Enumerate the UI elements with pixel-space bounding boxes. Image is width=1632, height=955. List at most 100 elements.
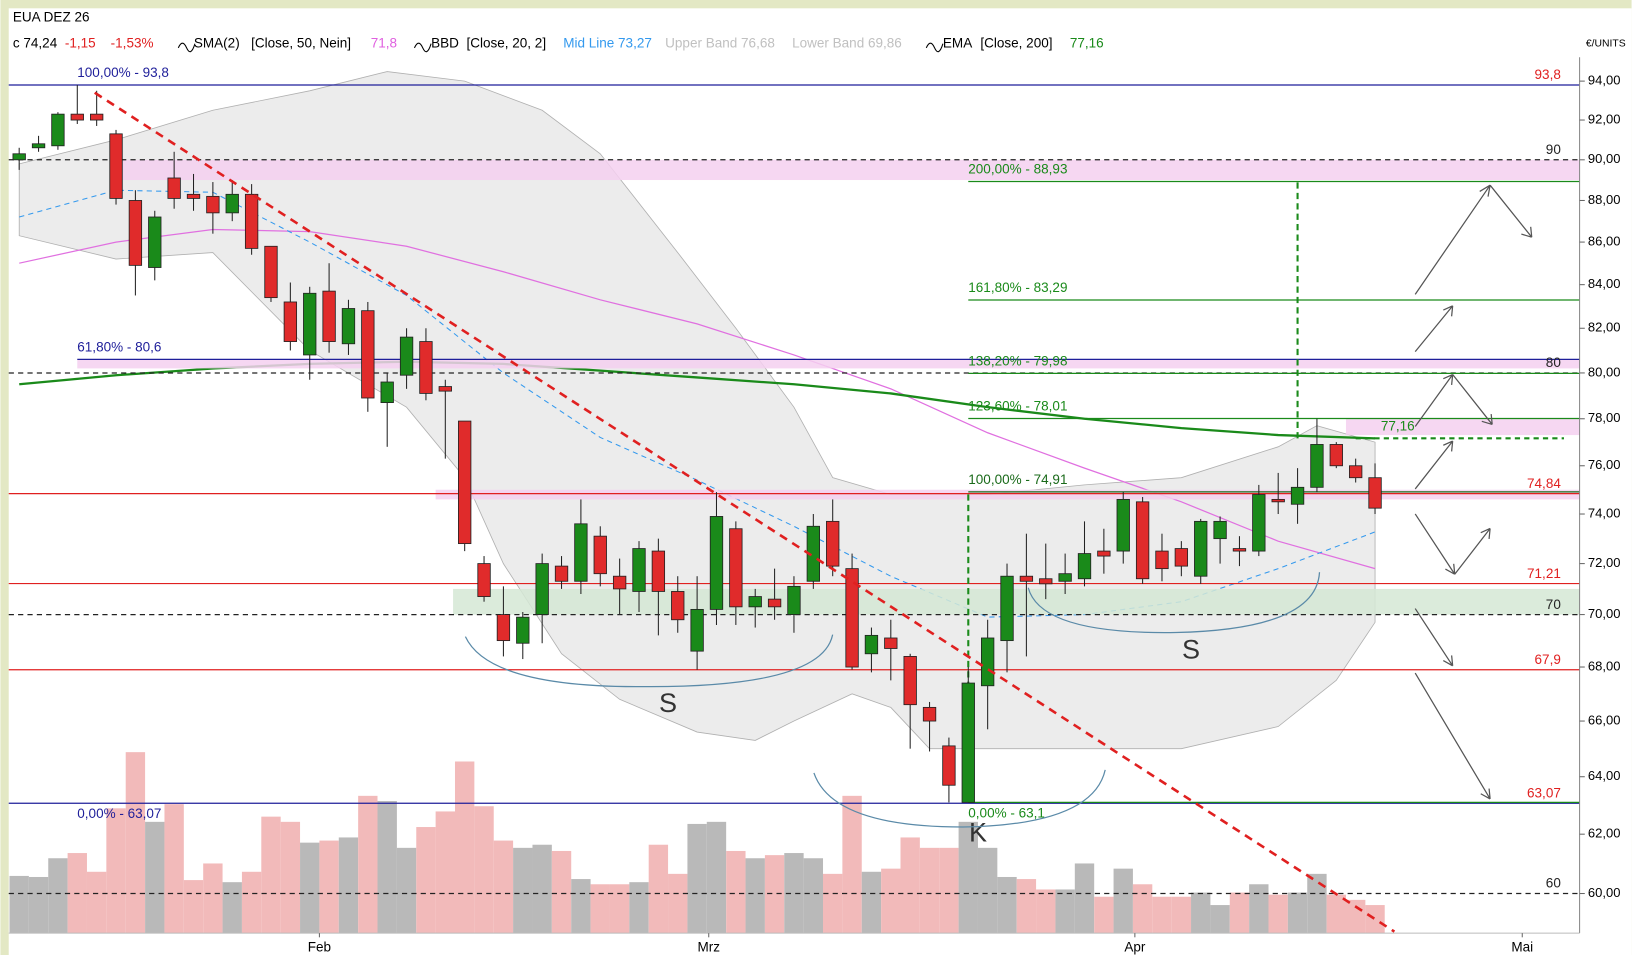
zone-band bbox=[77, 359, 1580, 369]
volume-bar bbox=[900, 837, 920, 934]
volume-bar bbox=[203, 863, 223, 934]
y-tick-label: 88,00 bbox=[1588, 192, 1621, 207]
y-tick-label: 84,00 bbox=[1588, 276, 1621, 291]
level-tag: 60 bbox=[1546, 876, 1561, 891]
candle-body bbox=[264, 245, 278, 299]
candle-body bbox=[1271, 498, 1285, 503]
candle-body bbox=[12, 153, 26, 161]
candle-body bbox=[283, 301, 298, 342]
y-tick-label: 64,00 bbox=[1588, 768, 1621, 783]
candle-body bbox=[496, 614, 511, 642]
volume-bar bbox=[106, 808, 126, 934]
volume-bar bbox=[784, 853, 804, 934]
volume-bar bbox=[48, 858, 68, 934]
volume-bar bbox=[1152, 896, 1172, 934]
volume-bar bbox=[919, 847, 940, 934]
arc bbox=[464, 634, 834, 688]
level-label: 138,20% - 79,98 bbox=[968, 354, 1067, 369]
candle-body bbox=[1019, 575, 1034, 582]
volume-bar bbox=[145, 821, 165, 934]
y-tick-label: 72,00 bbox=[1588, 555, 1621, 570]
volume-bar bbox=[1094, 896, 1114, 934]
x-tick-label: Mrz bbox=[697, 939, 720, 954]
volume-bar bbox=[435, 811, 455, 934]
candle-body bbox=[1097, 550, 1111, 557]
volume-bar bbox=[1036, 889, 1056, 934]
header-text: [Close, 200] bbox=[980, 35, 1052, 50]
y-tick-label: 76,00 bbox=[1588, 457, 1621, 472]
candle-body bbox=[1349, 465, 1363, 479]
candle-body bbox=[399, 336, 414, 376]
y-tick-label: 82,00 bbox=[1588, 320, 1621, 335]
candle-body bbox=[787, 585, 801, 615]
volume-bar bbox=[358, 795, 378, 934]
level-label: 61,80% - 80,6 bbox=[77, 340, 161, 355]
trendline bbox=[94, 91, 1396, 933]
arrow bbox=[1414, 608, 1454, 667]
level-label: 77,16 bbox=[1381, 418, 1415, 433]
volume-bar bbox=[997, 876, 1017, 934]
candle-body bbox=[1368, 477, 1382, 509]
volume-bar bbox=[1191, 892, 1211, 934]
volume-bar bbox=[513, 847, 533, 934]
volume-bar bbox=[842, 795, 862, 934]
level-tag: 63,07 bbox=[1527, 785, 1561, 800]
volume-bar bbox=[125, 752, 146, 934]
candle-body bbox=[1000, 575, 1014, 642]
arc bbox=[1027, 572, 1321, 634]
header-text: 71,8 bbox=[371, 35, 397, 50]
candle-body bbox=[709, 516, 724, 610]
y-tick-label: 62,00 bbox=[1588, 826, 1621, 841]
y-tick-label: 86,00 bbox=[1588, 234, 1621, 249]
x-tick-label: Mai bbox=[1511, 939, 1533, 954]
volume-bar bbox=[1074, 863, 1095, 934]
candle-body bbox=[574, 523, 588, 582]
volume-bar bbox=[280, 821, 301, 934]
volume-bar bbox=[881, 868, 901, 934]
volume-bar bbox=[474, 806, 494, 934]
arrow bbox=[1414, 373, 1493, 427]
candle-body bbox=[612, 575, 627, 590]
candle-body bbox=[380, 381, 394, 404]
arrow bbox=[1414, 440, 1454, 490]
volume-bar bbox=[493, 840, 514, 934]
candle-body bbox=[845, 568, 859, 668]
candle-body bbox=[651, 550, 666, 592]
volume-bar bbox=[958, 821, 978, 934]
volume-bar bbox=[823, 873, 843, 934]
candle-body bbox=[361, 310, 375, 399]
volume-bar bbox=[764, 855, 785, 934]
candle-body bbox=[419, 341, 433, 394]
volume-bar bbox=[1326, 894, 1346, 934]
zone-band bbox=[453, 588, 1580, 615]
candle-body bbox=[70, 113, 84, 121]
icon bbox=[177, 42, 196, 53]
header-text: [Close, 20, 2] bbox=[466, 35, 546, 50]
volume-bar bbox=[1345, 899, 1366, 934]
arrow bbox=[1414, 305, 1454, 353]
y-tick-label: 66,00 bbox=[1588, 712, 1621, 727]
candle-body bbox=[903, 655, 917, 706]
icon bbox=[413, 42, 432, 53]
candle-body bbox=[438, 386, 452, 392]
volume-bar bbox=[1113, 868, 1133, 934]
y-tick-label: 80,00 bbox=[1588, 364, 1621, 379]
header-text: Mid Line 73,27 bbox=[563, 35, 652, 50]
formation-arcs bbox=[464, 572, 1321, 828]
candle-body bbox=[303, 292, 317, 356]
y-tick-label: 94,00 bbox=[1588, 73, 1621, 88]
candle-body bbox=[109, 133, 123, 199]
level-tag: 93,8 bbox=[1535, 67, 1561, 82]
indicator-icons bbox=[177, 42, 944, 53]
candle-body bbox=[90, 113, 104, 121]
volume-bar bbox=[1229, 892, 1250, 934]
level-label: 123,60% - 78,01 bbox=[968, 399, 1067, 414]
scenario-arrows bbox=[1414, 184, 1533, 800]
volume-bar bbox=[668, 873, 688, 934]
header-text: c 74,24 bbox=[13, 35, 58, 50]
bollinger-band bbox=[18, 71, 1376, 750]
candle-body bbox=[516, 616, 530, 644]
candle-body bbox=[554, 565, 569, 582]
volume-bar bbox=[939, 847, 959, 934]
